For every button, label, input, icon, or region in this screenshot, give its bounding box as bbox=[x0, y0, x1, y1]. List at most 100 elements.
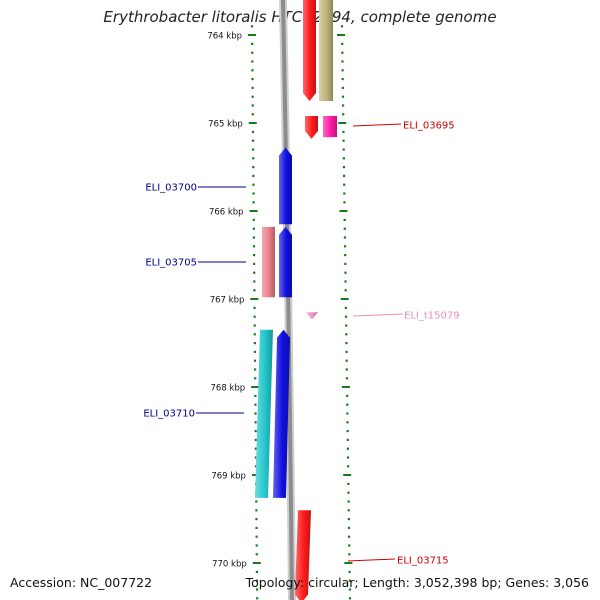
minor-tick-left bbox=[253, 262, 256, 265]
minor-tick-right bbox=[341, 69, 344, 72]
minor-tick-left bbox=[255, 570, 259, 573]
tick-label: 766 kbp bbox=[209, 208, 244, 218]
tick-label: 770 kbp bbox=[212, 560, 247, 570]
minor-tick-right bbox=[347, 465, 350, 468]
minor-tick-right bbox=[345, 333, 348, 336]
minor-tick-right bbox=[343, 236, 347, 239]
feat-olive-764-arrow[interactable] bbox=[319, 0, 333, 101]
lbl-03710-text[interactable]: ELI_03710 bbox=[143, 409, 195, 420]
minor-tick-right bbox=[345, 359, 348, 362]
minor-tick-right bbox=[348, 553, 351, 556]
lbl-03695-leader-line bbox=[352, 123, 402, 127]
minor-tick-left bbox=[251, 42, 254, 45]
feat-red-764-arrow[interactable] bbox=[303, 0, 316, 101]
minor-tick-right bbox=[342, 130, 345, 133]
minor-tick-right bbox=[346, 456, 350, 459]
minor-tick-right bbox=[348, 588, 351, 591]
minor-tick-left bbox=[254, 430, 257, 433]
lbl-03715-leader-line bbox=[347, 558, 396, 562]
minor-tick-left bbox=[254, 403, 257, 406]
feat-blue-03710-arrow[interactable] bbox=[273, 329, 290, 498]
minor-tick-left bbox=[251, 95, 254, 98]
minor-tick-left bbox=[255, 509, 258, 512]
feat-blue-03700-arrow[interactable] bbox=[279, 147, 292, 225]
minor-tick-left bbox=[253, 306, 256, 309]
minor-tick-left bbox=[251, 51, 254, 54]
minor-tick-left bbox=[252, 227, 255, 230]
minor-tick-left bbox=[252, 236, 256, 239]
minor-tick-right bbox=[343, 192, 346, 195]
minor-tick-right bbox=[346, 412, 349, 415]
tick-label: 767 kbp bbox=[210, 296, 245, 306]
minor-tick-left bbox=[251, 104, 254, 107]
minor-tick-left bbox=[253, 359, 257, 362]
minor-tick-right bbox=[345, 324, 348, 327]
lbl-t15079-text[interactable]: ELI_t15079 bbox=[404, 311, 460, 322]
minor-tick-left bbox=[253, 324, 256, 327]
minor-tick-left bbox=[254, 368, 257, 371]
minor-tick-right bbox=[344, 262, 347, 265]
feat-blue-03705-arrow[interactable] bbox=[279, 226, 292, 298]
feat-trna-15079-arrow[interactable] bbox=[306, 312, 318, 320]
minor-tick-left bbox=[255, 588, 259, 591]
minor-tick-right bbox=[345, 368, 348, 371]
minor-tick-left bbox=[252, 166, 255, 169]
minor-tick-right bbox=[345, 377, 349, 380]
minor-tick-left bbox=[252, 192, 255, 195]
minor-tick-right bbox=[344, 280, 347, 283]
minor-tick-right bbox=[346, 403, 349, 406]
minor-tick-right bbox=[345, 342, 348, 345]
feat-salmon-03705-arrow[interactable] bbox=[262, 226, 275, 298]
minor-tick-left bbox=[251, 60, 254, 63]
minor-tick-right bbox=[341, 51, 344, 54]
minor-tick-left bbox=[254, 447, 257, 450]
minor-tick-left bbox=[252, 148, 255, 151]
minor-tick-right bbox=[348, 597, 352, 600]
minor-tick-left bbox=[252, 218, 255, 221]
feat-magenta-765-arrow[interactable] bbox=[323, 115, 337, 138]
minor-tick-right bbox=[341, 42, 344, 45]
minor-tick-right bbox=[348, 579, 351, 582]
minor-tick-right bbox=[341, 86, 344, 89]
lbl-03705-text[interactable]: ELI_03705 bbox=[145, 258, 197, 269]
minor-tick-right bbox=[342, 113, 345, 116]
feat-red-765-arrow[interactable] bbox=[305, 115, 318, 139]
lbl-03695-text[interactable]: ELI_03695 bbox=[403, 121, 455, 132]
minor-tick-right bbox=[344, 315, 348, 318]
minor-tick-left bbox=[251, 69, 254, 72]
minor-tick-right bbox=[344, 271, 347, 274]
minor-tick-right bbox=[341, 78, 344, 81]
minor-tick-left bbox=[255, 579, 259, 582]
feat-red-03715-arrow[interactable] bbox=[295, 510, 311, 600]
scale-ticks: 764 kbp 765 kbp 766 kbp 767 kbp 768 kbp 769 k… bbox=[207, 25, 353, 600]
labels-group: ELI_03695 ELI_03700 ELI_03705 ELI_t15079 ELI… bbox=[143, 121, 459, 567]
minor-tick-right bbox=[348, 570, 351, 573]
minor-tick-right bbox=[342, 157, 345, 160]
minor-tick-right bbox=[340, 25, 344, 28]
minor-tick-left bbox=[252, 201, 255, 204]
minor-tick-right bbox=[342, 139, 345, 142]
backbone-line bbox=[281, 0, 294, 600]
lbl-03715-text[interactable]: ELI_03715 bbox=[397, 556, 449, 567]
feat-cyan-03710-arrow[interactable] bbox=[255, 329, 273, 498]
minor-tick-right bbox=[343, 218, 346, 221]
minor-tick-left bbox=[256, 597, 259, 600]
minor-tick-left bbox=[253, 333, 256, 336]
minor-tick-right bbox=[342, 148, 345, 151]
lbl-03700-text[interactable]: ELI_03700 bbox=[145, 183, 197, 194]
minor-tick-right bbox=[347, 482, 350, 485]
minor-tick-left bbox=[252, 254, 256, 257]
minor-tick-left bbox=[255, 535, 258, 538]
minor-tick-left bbox=[254, 421, 257, 424]
minor-tick-left bbox=[251, 78, 254, 81]
minor-tick-right bbox=[347, 509, 350, 512]
minor-tick-left bbox=[253, 271, 256, 274]
tick-label: 764 kbp bbox=[207, 32, 242, 42]
minor-tick-left bbox=[253, 342, 256, 345]
minor-tick-left bbox=[255, 526, 258, 529]
minor-tick-right bbox=[348, 544, 351, 547]
minor-tick-right bbox=[343, 245, 347, 248]
tick-label: 769 kbp bbox=[211, 472, 246, 482]
minor-tick-left bbox=[251, 130, 255, 133]
